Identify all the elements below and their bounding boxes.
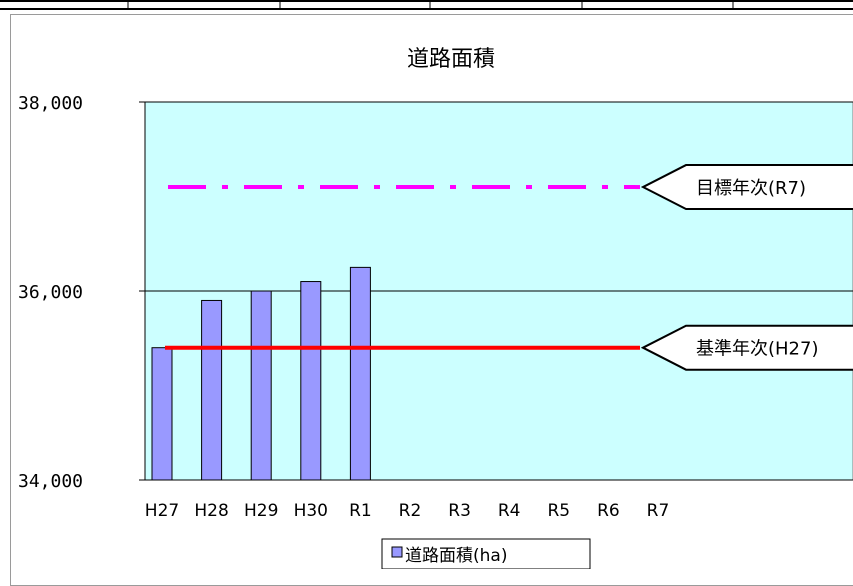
- bar: [151, 347, 173, 481]
- x-tick-label: R2: [399, 501, 422, 521]
- bar: [349, 266, 371, 481]
- callout-label: 目標年次(R7): [696, 178, 806, 199]
- x-tick-label: R6: [597, 501, 620, 521]
- x-tick-label: H27: [145, 501, 179, 521]
- y-tick-label: 36,000: [18, 282, 83, 303]
- chart-title: 道路面積: [407, 47, 495, 72]
- legend: 道路面積(ha): [381, 538, 591, 569]
- callout-label: 基準年次(H27): [696, 339, 818, 360]
- legend-label: 道路面積(ha): [405, 546, 507, 566]
- y-tick-label: 38,000: [18, 93, 83, 114]
- legend-swatch: [391, 546, 403, 558]
- y-tick-label: 34,000: [18, 471, 83, 492]
- x-tick-label: H28: [194, 501, 228, 521]
- x-tick-label: R1: [349, 501, 372, 521]
- callout-box: [640, 164, 853, 211]
- top-table-border: [0, 0, 853, 10]
- x-tick-label: H30: [294, 501, 328, 521]
- bar: [300, 281, 322, 481]
- bar: [201, 299, 223, 481]
- x-tick-label: R3: [448, 501, 471, 521]
- x-tick-label: R7: [647, 501, 670, 521]
- x-tick-label: R5: [547, 501, 570, 521]
- callout-box: [640, 324, 853, 371]
- x-tick-label: R4: [498, 501, 521, 521]
- x-tick-label: H29: [244, 501, 278, 521]
- bar: [250, 290, 272, 481]
- chart-svg: 道路面積 34,000 36,000 38,000 H27 H28 H29 H30 R1 R2 R…: [18, 47, 853, 569]
- legend-box: [381, 538, 591, 569]
